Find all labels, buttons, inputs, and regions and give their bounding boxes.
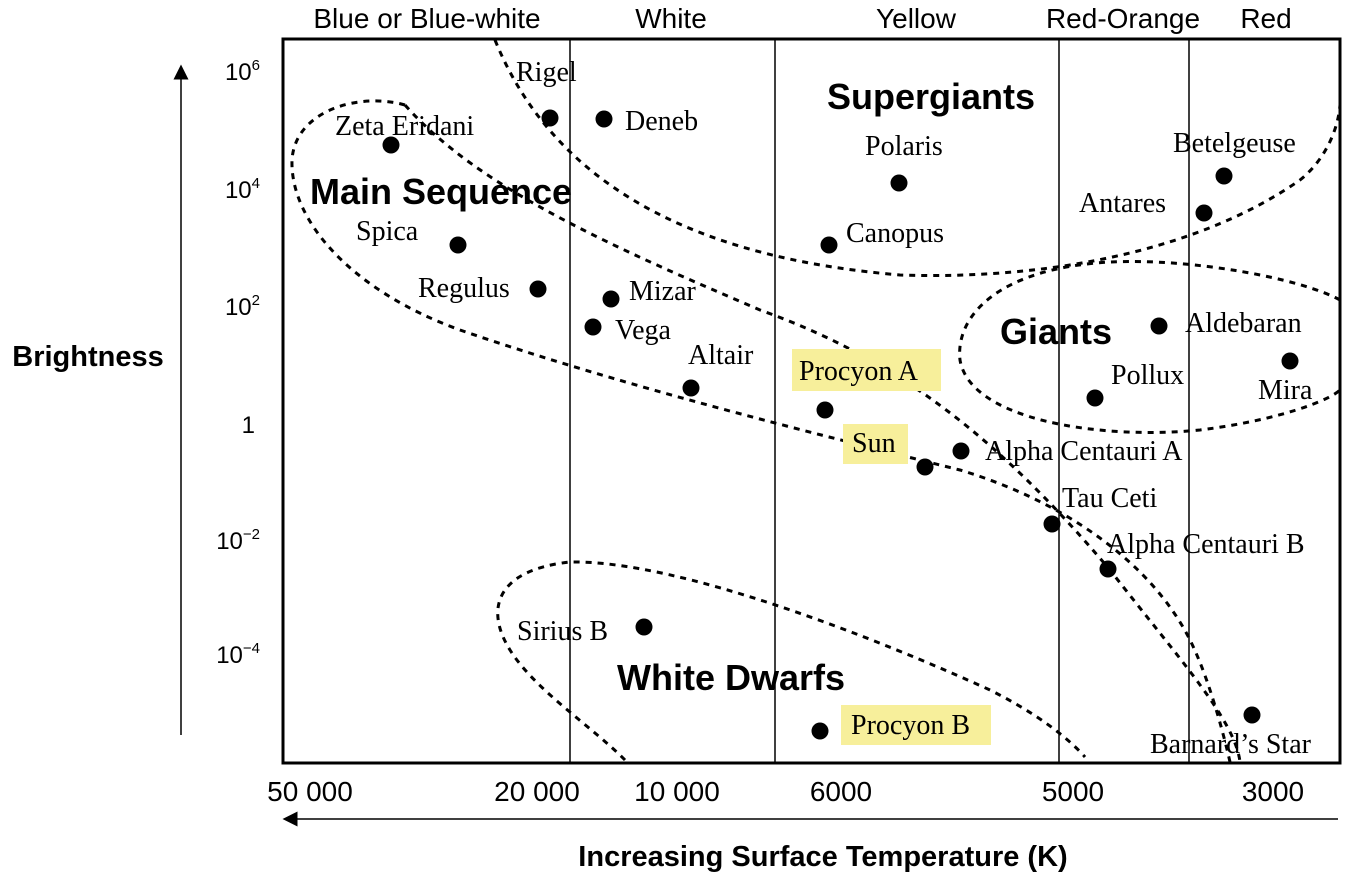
color-band-labels: Blue or Blue-white White Yellow Red-Oran…: [313, 3, 1291, 34]
star-dot-pollux: [1086, 389, 1104, 407]
star-dot-polaris: [890, 174, 908, 192]
star-dot-antares: [1195, 204, 1213, 222]
main-sequence-boundary: [958, 260, 1342, 434]
giants-boundary: [496, 560, 1087, 762]
star-label-altair: Altair: [688, 340, 754, 371]
y-tick-label: 1: [242, 412, 255, 439]
band-label-blue: Blue or Blue-white: [313, 3, 540, 34]
band-label-red-orange: Red-Orange: [1046, 3, 1200, 34]
region-label-white-dwarfs: White Dwarfs: [617, 657, 845, 698]
star-dot-vega: [584, 318, 602, 336]
y-tick-label: 10−4: [216, 640, 260, 669]
region-labels: Supergiants Main Sequence Giants White D…: [310, 76, 1112, 698]
x-axis-title: Increasing Surface Temperature (K): [578, 841, 1067, 873]
band-label-red: Red: [1240, 3, 1291, 34]
main-sequence-boundary-lower: [290, 99, 1232, 763]
star-dot-alpha-centauri-b: [1099, 560, 1117, 578]
highlight-boxes: [792, 349, 991, 745]
y-tick-label: 102: [225, 292, 260, 321]
band-label-white: White: [635, 3, 707, 34]
star-dot-spica: [449, 236, 467, 254]
x-tick-label: 20 000: [494, 776, 580, 807]
region-label-giants: Giants: [1000, 311, 1112, 352]
star-labels: Rigel Deneb Zeta Eridani Polaris Betelge…: [335, 57, 1313, 760]
star-label-tau-ceti: Tau Ceti: [1062, 483, 1157, 514]
star-label-procyon-a: Procyon A: [799, 356, 919, 387]
x-tick-label: 3000: [1242, 776, 1304, 807]
y-tick-label: 10−2: [216, 526, 260, 555]
x-tick-label: 5000: [1042, 776, 1104, 807]
star-label-polaris: Polaris: [865, 131, 943, 162]
star-label-antares: Antares: [1079, 188, 1166, 219]
star-dot-sirius-b: [635, 618, 653, 636]
x-axis: 50 000 20 000 10 000 6000 5000 3000 Incr…: [267, 776, 1338, 873]
y-tick-label: 106: [225, 57, 260, 86]
band-dividers: [569, 39, 1190, 763]
star-label-betelgeuse: Betelgeuse: [1173, 128, 1296, 159]
region-label-supergiants: Supergiants: [827, 76, 1035, 117]
star-dot-rigel: [541, 109, 559, 127]
star-dot-zeta-eridani: [382, 136, 400, 154]
star-dot-canopus: [820, 236, 838, 254]
x-tick-label: 50 000: [267, 776, 353, 807]
star-label-procyon-b: Procyon B: [851, 710, 970, 741]
star-label-zeta-eridani: Zeta Eridani: [335, 111, 474, 142]
star-label-sirius-b: Sirius B: [517, 616, 608, 647]
supergiants-boundary: [493, 39, 1342, 277]
star-dot-mizar: [602, 290, 620, 308]
band-label-yellow: Yellow: [876, 3, 957, 34]
star-label-vega: Vega: [615, 315, 672, 346]
star-dot-procyon-a: [816, 401, 834, 419]
star-label-spica: Spica: [356, 216, 419, 247]
region-label-main-sequence: Main Sequence: [310, 171, 572, 212]
star-dot-sun: [916, 458, 934, 476]
star-dot-alpha-centauri-a: [952, 442, 970, 460]
star-label-alpha-centauri-b: Alpha Centauri B: [1107, 529, 1305, 560]
star-dot-tau-ceti: [1043, 515, 1061, 533]
sun-highlight: [843, 424, 908, 464]
procyon-a-highlight: [792, 349, 941, 391]
star-label-aldebaran: Aldebaran: [1185, 308, 1302, 339]
star-label-pollux: Pollux: [1111, 360, 1184, 391]
star-dots: [382, 109, 1299, 740]
star-label-barnards-star: Barnard’s Star: [1150, 729, 1312, 760]
star-label-alpha-centauri-a: Alpha Centauri A: [985, 436, 1183, 467]
star-dot-betelgeuse: [1215, 167, 1233, 185]
star-dot-mira: [1281, 352, 1299, 370]
star-label-sun: Sun: [852, 428, 896, 459]
plot-frame: [281, 37, 1342, 765]
procyon-b-highlight: [841, 705, 991, 745]
y-axis-title: Brightness: [12, 341, 163, 373]
star-label-canopus: Canopus: [846, 218, 944, 249]
y-axis: Brightness 106 104 102 1 10−2 10−4: [12, 57, 260, 735]
star-dot-regulus: [529, 280, 547, 298]
star-label-mizar: Mizar: [629, 276, 697, 307]
star-label-regulus: Regulus: [418, 273, 510, 304]
star-label-rigel: Rigel: [516, 57, 577, 88]
x-tick-label: 6000: [810, 776, 872, 807]
star-dot-deneb: [595, 110, 613, 128]
star-dot-aldebaran: [1150, 317, 1168, 335]
star-label-mira: Mira: [1258, 375, 1313, 406]
y-tick-label: 104: [225, 175, 260, 204]
star-dot-procyon-b: [811, 722, 829, 740]
x-tick-label: 10 000: [634, 776, 720, 807]
star-label-deneb: Deneb: [625, 106, 698, 137]
star-dot-barnards-star: [1243, 706, 1261, 724]
star-dot-altair: [682, 379, 700, 397]
